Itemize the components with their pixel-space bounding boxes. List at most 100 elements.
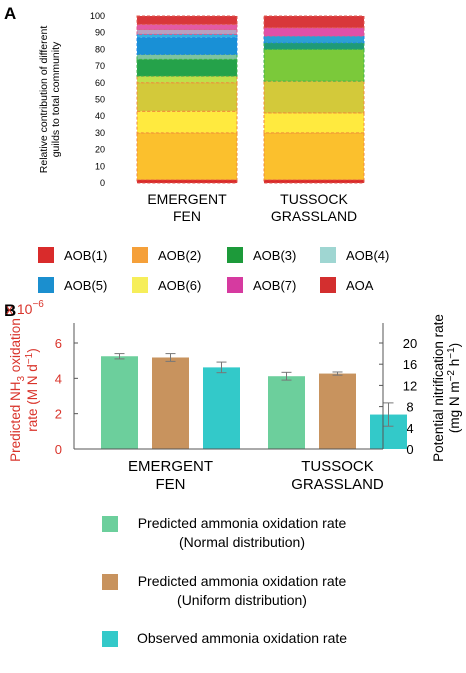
category-label: GRASSLAND bbox=[291, 476, 384, 493]
y-tick-label: 60 bbox=[95, 78, 105, 88]
right-tick-label: 12 bbox=[403, 378, 417, 393]
category-label: GRASSLAND bbox=[271, 208, 357, 224]
legend-label: (Uniform distribution) bbox=[177, 592, 307, 608]
bar-segment bbox=[136, 179, 238, 184]
panel-a-legend: AOB(1) AOB(2) AOB(3) AOB(4) AOB(5) AOB(6) AOB(… bbox=[38, 247, 389, 293]
bar-segment bbox=[263, 132, 365, 181]
bar bbox=[203, 367, 240, 449]
stacked-bar-0 bbox=[136, 15, 238, 184]
category-label: TUSSOCK bbox=[280, 191, 348, 207]
left-tick-label: 0 bbox=[55, 442, 62, 457]
right-tick-label: 0 bbox=[406, 442, 413, 457]
bar-segment bbox=[136, 33, 238, 39]
right-tick-label: 8 bbox=[406, 400, 413, 415]
bar-segment bbox=[136, 110, 238, 134]
left-tick-label: 4 bbox=[55, 371, 62, 386]
bar-segment bbox=[136, 37, 238, 55]
bar-segment bbox=[263, 15, 365, 29]
y-tick-label: 100 bbox=[90, 11, 105, 21]
category-label: EMERGENT bbox=[147, 191, 227, 207]
y-axis-label-line: Relative contribution of different bbox=[38, 26, 50, 174]
legend-label: AOA bbox=[346, 278, 374, 293]
bar bbox=[268, 376, 305, 449]
y-tick-label: 0 bbox=[100, 178, 105, 188]
label-part: rate (M N d bbox=[25, 364, 40, 432]
y-tick-label: 30 bbox=[95, 128, 105, 138]
series-1 bbox=[152, 353, 356, 449]
y-tick-label: 10 bbox=[95, 161, 105, 171]
legend-swatch bbox=[102, 516, 118, 532]
panel-b-axes bbox=[73, 323, 384, 450]
right-axis-label-line-2: (mg N m−2 h−1) bbox=[446, 343, 462, 433]
left-tick-label: 6 bbox=[55, 336, 62, 351]
right-tick-label: 4 bbox=[406, 421, 413, 436]
y-tick-label: 50 bbox=[95, 95, 105, 105]
legend-label: Observed ammonia oxidation rate bbox=[137, 630, 347, 646]
y-tick-label: 80 bbox=[95, 44, 105, 54]
panel-b-multiplier: x 10−6 bbox=[6, 299, 44, 317]
bar bbox=[319, 373, 356, 449]
label-part: 3 bbox=[16, 376, 27, 382]
legend-label: AOB(2) bbox=[158, 248, 201, 263]
legend-swatch bbox=[227, 277, 243, 293]
bar-segment bbox=[136, 23, 238, 30]
label-part: −2 bbox=[446, 370, 457, 382]
legend-label: AOB(1) bbox=[64, 248, 107, 263]
bar-segment bbox=[263, 112, 365, 134]
legend-label: AOB(4) bbox=[346, 248, 389, 263]
bar bbox=[152, 357, 189, 449]
right-axis-label-line-1: Potential nitrification rate bbox=[431, 314, 446, 462]
label-part: −1 bbox=[24, 352, 35, 364]
y-tick-label: 40 bbox=[95, 111, 105, 121]
panel-b-legend: Predicted ammonia oxidation rate (Normal … bbox=[102, 515, 347, 647]
multiplier-exponent: −6 bbox=[32, 299, 44, 310]
legend-swatch bbox=[320, 277, 336, 293]
legend-label: AOB(3) bbox=[253, 248, 296, 263]
legend-swatch bbox=[320, 247, 336, 263]
bar-segment bbox=[136, 58, 238, 77]
label-part: Predicted NH bbox=[8, 382, 23, 462]
bar-segment bbox=[136, 53, 238, 60]
panel-b-left-ticks: 0 2 4 6 bbox=[55, 336, 78, 457]
panel-a-chart: Relative contribution of different guilds… bbox=[38, 11, 389, 293]
panel-a-y-ticks: 0 10 20 30 40 50 60 70 80 90 100 bbox=[90, 11, 105, 188]
bar-segment bbox=[136, 28, 238, 35]
legend-label: AOB(6) bbox=[158, 278, 201, 293]
panel-a-stacked-bars bbox=[136, 15, 365, 184]
y-axis-label-line: guilds to total community bbox=[50, 41, 62, 157]
bar-segment bbox=[136, 75, 238, 84]
bar-segment bbox=[136, 82, 238, 112]
legend-label: Predicted ammonia oxidation rate bbox=[138, 515, 347, 531]
legend-label: AOB(5) bbox=[64, 278, 107, 293]
category-label: FEN bbox=[173, 208, 201, 224]
legend-label: AOB(7) bbox=[253, 278, 296, 293]
bar-segment bbox=[263, 179, 365, 184]
panel-a-y-axis-label: Relative contribution of different guilds… bbox=[38, 26, 62, 174]
category-label: EMERGENT bbox=[128, 458, 213, 475]
legend-swatch bbox=[132, 247, 148, 263]
y-tick-label: 90 bbox=[95, 28, 105, 38]
right-tick-label: 16 bbox=[403, 357, 417, 372]
y-tick-label: 70 bbox=[95, 61, 105, 71]
legend-swatch bbox=[102, 631, 118, 647]
bar-segment bbox=[263, 27, 365, 37]
stacked-bar-1 bbox=[263, 15, 365, 184]
left-axis-label-line-1: Predicted NH3 oxidation bbox=[8, 318, 27, 462]
bar-segment bbox=[263, 42, 365, 50]
panel-b-bars bbox=[101, 353, 407, 449]
legend-swatch bbox=[102, 574, 118, 590]
legend-swatch bbox=[38, 277, 54, 293]
y-tick-label: 20 bbox=[95, 145, 105, 155]
series-0 bbox=[101, 353, 305, 449]
panel-b-right-axis-label: Potential nitrification rate (mg N m−2 h−… bbox=[431, 314, 462, 462]
bar bbox=[101, 356, 138, 449]
series-2 bbox=[203, 361, 407, 449]
label-part: (mg N m bbox=[447, 381, 462, 433]
left-axis-label-line-2: rate (M N d−1) bbox=[24, 348, 40, 431]
legend-swatch bbox=[38, 247, 54, 263]
